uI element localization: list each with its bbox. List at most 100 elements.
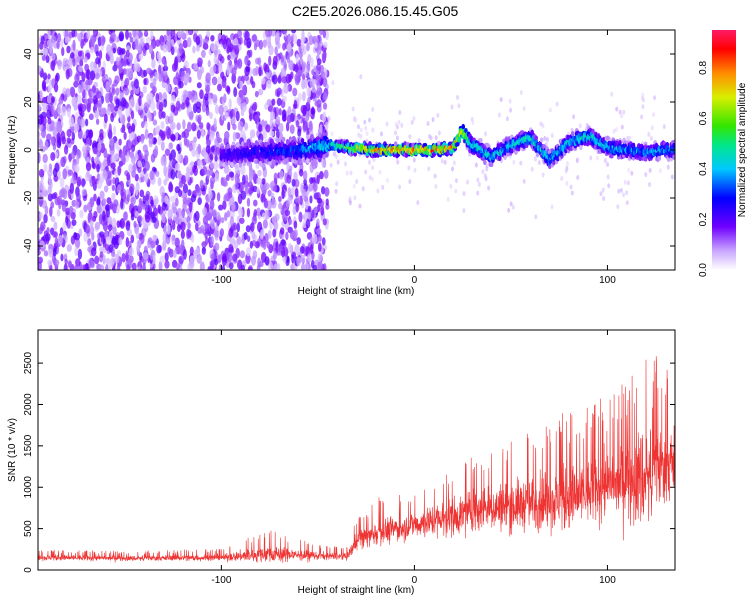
spectrum-noise-cell bbox=[191, 89, 196, 97]
spectrum-noise-cell bbox=[38, 152, 41, 164]
spectrum-ridge-cell bbox=[256, 148, 260, 154]
spectrum-noise-cell bbox=[92, 95, 98, 105]
spectrum-noise-cell bbox=[249, 240, 253, 249]
spectrum-noise-cell bbox=[244, 122, 249, 131]
spectrum-noise-cell bbox=[93, 30, 97, 36]
spectrum-faint-cell bbox=[357, 132, 361, 138]
spectrum-noise-cell bbox=[258, 123, 263, 133]
spectrum-noise-cell bbox=[291, 30, 297, 34]
spectrum-noise-cell bbox=[273, 221, 279, 230]
spectrum-faint-cell bbox=[429, 135, 433, 141]
spectrum-noise-cell bbox=[38, 233, 41, 241]
spectrum-noise-cell bbox=[45, 55, 50, 64]
spectrum-noise-cell bbox=[83, 56, 88, 63]
spectrum-noise-cell bbox=[189, 201, 193, 213]
spectrum-noise-cell bbox=[96, 163, 100, 173]
spectrum-noise-cell bbox=[162, 65, 169, 72]
spectrum-noise-cell bbox=[231, 116, 236, 125]
spectrum-noise-cell bbox=[94, 255, 100, 265]
spectrum-noise-cell bbox=[288, 59, 294, 71]
spectrum-noise-cell bbox=[282, 30, 287, 35]
spectrum-noise-cell bbox=[322, 30, 326, 39]
spectrum-noise-cell bbox=[231, 51, 236, 60]
spectrum-noise-cell bbox=[301, 188, 307, 198]
spectrum-noise-cell bbox=[214, 242, 220, 251]
spectrum-noise-cell bbox=[146, 93, 151, 104]
spectrum-noise-cell bbox=[63, 263, 68, 270]
spectrum-noise-cell bbox=[201, 103, 206, 113]
spectrum-noise-cell bbox=[229, 110, 233, 120]
spectrum-noise-cell bbox=[48, 180, 53, 190]
spectrum-noise-cell bbox=[227, 252, 233, 263]
spectrum-noise-cell bbox=[49, 264, 53, 270]
spectrum-noise-cell bbox=[252, 199, 258, 207]
spectrum-noise-cell bbox=[180, 103, 186, 110]
spectrum-noise-cell bbox=[130, 234, 135, 244]
spectrum-noise-cell bbox=[82, 132, 87, 139]
spectrum-noise-cell bbox=[307, 96, 311, 104]
spectrum-noise-cell bbox=[105, 92, 110, 104]
spectrum-noise-cell bbox=[247, 181, 253, 188]
spectrum-noise-cell bbox=[39, 212, 43, 220]
spectrum-noise-cell bbox=[277, 74, 282, 83]
spectrum-noise-cell bbox=[82, 264, 87, 270]
spectrum-noise-cell bbox=[192, 45, 196, 54]
spectrum-noise-cell bbox=[78, 106, 83, 116]
spectrum-noise-cell bbox=[154, 145, 159, 157]
spectrum-faint-cell bbox=[368, 159, 372, 165]
spectrum-faint-cell bbox=[364, 125, 368, 131]
spectrum-noise-cell bbox=[140, 135, 145, 144]
spectrum-noise-cell bbox=[141, 121, 145, 129]
spectrum-ridge-cell bbox=[277, 142, 282, 148]
spectrum-noise-cell bbox=[188, 30, 193, 36]
spectrum-noise-cell bbox=[112, 47, 116, 54]
spectrum-noise-cell bbox=[155, 92, 160, 103]
spectrum-noise-cell bbox=[63, 145, 69, 155]
spectrum-noise-cell bbox=[87, 212, 93, 223]
spectrum-noise-cell bbox=[250, 222, 255, 232]
spectrum-noise-cell bbox=[238, 207, 243, 218]
spectrum-noise-cell bbox=[110, 112, 115, 123]
spectrum-faint-cell bbox=[344, 161, 348, 167]
spectrum-noise-cell bbox=[130, 96, 135, 107]
spectrum-noise-cell bbox=[93, 146, 98, 155]
spectrum-noise-cell bbox=[143, 78, 147, 86]
spectrum-noise-cell bbox=[311, 92, 317, 99]
spectrum-faint-cell bbox=[606, 162, 610, 168]
spectrum-noise-cell bbox=[121, 114, 126, 125]
spectrum-noise-cell bbox=[178, 255, 184, 265]
spectrum-faint-cell bbox=[471, 120, 475, 126]
spectrum-faint-cell bbox=[616, 204, 620, 210]
spectrum-noise-cell bbox=[242, 174, 246, 185]
spectrum-noise-cell bbox=[102, 197, 107, 205]
spectrum-noise-cell bbox=[228, 243, 234, 253]
spectrum-noise-cell bbox=[208, 186, 212, 196]
spectrum-noise-cell bbox=[123, 211, 128, 222]
spectrum-faint-cell bbox=[662, 124, 666, 130]
spectrum-noise-cell bbox=[81, 145, 87, 153]
spectrum-noise-cell bbox=[239, 217, 245, 224]
spectrum-noise-cell bbox=[229, 216, 235, 227]
spectrum-noise-cell bbox=[50, 35, 57, 44]
spectrum-noise-cell bbox=[316, 63, 322, 71]
spectrum-faint-cell bbox=[351, 106, 355, 112]
spectrum-noise-cell bbox=[284, 246, 289, 257]
spectrum-faint-cell bbox=[618, 109, 622, 115]
spectrum-faint-cell bbox=[462, 208, 466, 214]
spectrum-faint-cell bbox=[570, 190, 574, 196]
spectrum-noise-cell bbox=[253, 209, 258, 217]
spectrum-noise-cell bbox=[244, 187, 249, 195]
spectrum-noise-cell bbox=[95, 50, 100, 57]
spectrum-noise-cell bbox=[89, 61, 95, 71]
spectrum-noise-cell bbox=[273, 172, 278, 183]
spectrum-noise-cell bbox=[52, 126, 58, 138]
spectrum-noise-cell bbox=[264, 256, 270, 266]
spectrum-noise-cell bbox=[269, 130, 275, 137]
spectrum-noise-cell bbox=[60, 130, 66, 142]
spectrum-noise-cell bbox=[252, 185, 258, 193]
spectrum-faint-cell bbox=[622, 109, 626, 115]
spectrum-noise-cell bbox=[177, 31, 182, 39]
spectrum-noise-cell bbox=[288, 218, 293, 225]
spectrum-noise-cell bbox=[275, 241, 279, 249]
spectrum-noise-cell bbox=[133, 221, 137, 228]
